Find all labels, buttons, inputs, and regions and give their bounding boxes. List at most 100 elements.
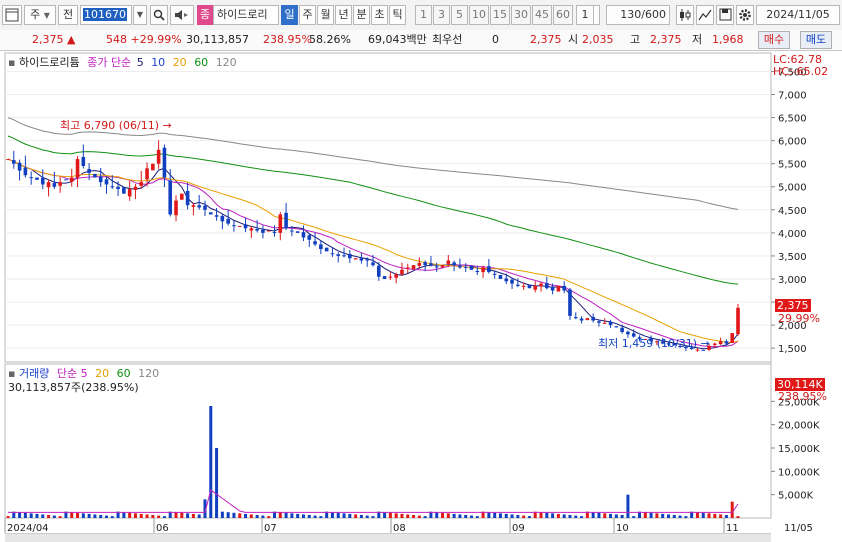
interval-tab-3[interactable]: 년 xyxy=(335,5,352,25)
price-tick-label: 6,000 xyxy=(778,137,807,148)
vma120-label: 120 xyxy=(138,367,160,380)
ma10-label: 10 xyxy=(151,56,166,69)
interval-tab-2[interactable]: 월 xyxy=(317,5,334,25)
interval-tab-0[interactable]: 일 xyxy=(281,5,298,25)
candle-body xyxy=(376,265,381,277)
draw-tool-icon[interactable] xyxy=(696,5,714,25)
vma60-label: 60 xyxy=(116,367,131,380)
volume-bar xyxy=(267,516,271,518)
horizontal-scrollbar[interactable] xyxy=(5,533,771,542)
volume-bar xyxy=(724,515,728,518)
candle-body xyxy=(440,265,445,268)
price-tick-label: 4,500 xyxy=(778,206,807,217)
price-tick-label: 3,000 xyxy=(778,275,807,286)
buy-button[interactable]: 매수 xyxy=(758,31,790,49)
candle-body xyxy=(208,212,213,215)
volume-bar xyxy=(412,515,416,518)
candle-body xyxy=(550,286,555,291)
volume-bar xyxy=(162,516,166,518)
volume-tag: 30,114K xyxy=(775,378,825,391)
volume-bar xyxy=(678,515,682,518)
interval-tab-5[interactable]: 초 xyxy=(371,5,388,25)
step-button-30[interactable]: 30 xyxy=(511,5,531,25)
candle-body xyxy=(562,285,566,291)
interval-tab-4[interactable]: 분 xyxy=(353,5,370,25)
high-annotation-text: 최고 6,790 (06/11) xyxy=(60,119,160,132)
volume-bar xyxy=(655,513,659,518)
volume-bar xyxy=(238,513,242,518)
volume-bar xyxy=(684,516,688,518)
volume-bar xyxy=(220,511,224,518)
step-value-field[interactable]: 1 xyxy=(576,5,594,25)
save-icon[interactable] xyxy=(716,5,734,25)
volume-bar xyxy=(458,514,462,518)
gear-icon[interactable] xyxy=(736,5,754,25)
count-field[interactable]: 130/600 xyxy=(606,5,670,25)
candle-body xyxy=(371,262,375,266)
volume-bar xyxy=(232,512,236,518)
candle-body xyxy=(191,205,196,207)
volume-bar xyxy=(52,515,56,518)
interval-tab-1[interactable]: 주 xyxy=(299,5,316,25)
low-annotation-text: 최저 1,459 (10/31) xyxy=(598,337,698,350)
hc-label: HC:-65.02 xyxy=(773,65,829,78)
candle-body xyxy=(35,177,39,180)
interval-tab-6[interactable]: 틱 xyxy=(389,5,406,25)
volume-bar xyxy=(110,516,114,518)
market-select[interactable]: 주 ▼ xyxy=(24,5,56,25)
window-icon[interactable] xyxy=(2,5,22,25)
volume-bar xyxy=(469,515,473,518)
candle-body xyxy=(463,266,468,268)
volume-bar xyxy=(180,512,184,518)
candle-body xyxy=(272,232,277,234)
step-button-45[interactable]: 45 xyxy=(532,5,552,25)
candle-body xyxy=(237,225,242,227)
date-field[interactable]: 2024/11/05 xyxy=(756,5,840,25)
step-button-5[interactable]: 5 xyxy=(451,5,468,25)
vma20-label: 20 xyxy=(95,367,110,380)
step-button-1[interactable]: 1 xyxy=(415,5,432,25)
speaker-icon[interactable] xyxy=(170,5,194,25)
step-button-10[interactable]: 10 xyxy=(469,5,489,25)
candle-body xyxy=(139,182,144,186)
volume-bar xyxy=(99,515,103,518)
step-button-3[interactable]: 3 xyxy=(433,5,450,25)
prefix-button[interactable]: 전 xyxy=(58,5,78,25)
volume-bar xyxy=(666,514,670,518)
candle-body xyxy=(521,285,526,287)
volume-bar xyxy=(446,513,450,518)
volume-legend-name: 거래량 xyxy=(18,367,50,380)
step-button-60[interactable]: 60 xyxy=(553,5,573,25)
code-value: 101670 xyxy=(83,8,127,21)
candle-body xyxy=(162,147,167,178)
ma-line-60 xyxy=(7,135,739,285)
volume-bar xyxy=(423,516,427,518)
ma60-label: 60 xyxy=(194,56,209,69)
sell-button[interactable]: 매도 xyxy=(800,31,832,49)
volume-tick-label: 15,000K xyxy=(778,444,820,455)
step-button-15[interactable]: 15 xyxy=(490,5,510,25)
volume-bar xyxy=(70,512,74,518)
ma5-label: 5 xyxy=(136,56,144,69)
code-input[interactable]: 101670 xyxy=(80,5,132,25)
pref-value: 0 xyxy=(492,33,499,46)
candle-body xyxy=(533,285,538,290)
candle-body xyxy=(319,244,323,250)
candle-body xyxy=(197,205,201,208)
volume-bar xyxy=(81,513,85,518)
search-icon[interactable] xyxy=(150,5,168,25)
candle-body xyxy=(394,274,398,278)
candle-body xyxy=(620,327,624,333)
candle-icon[interactable] xyxy=(676,5,694,25)
volume-bar xyxy=(701,512,705,518)
volume-bar xyxy=(290,513,294,518)
code-dropdown-icon[interactable]: ▼ xyxy=(133,5,147,25)
volume-bar xyxy=(273,511,277,518)
volume-ratio: 238.95% xyxy=(263,33,312,46)
volume-bar xyxy=(203,499,207,518)
ma-line-20 xyxy=(7,158,739,343)
candle-body xyxy=(400,269,404,275)
volume-pct-tag: 238.95% xyxy=(778,390,827,403)
volume-tick-label: 5,000K xyxy=(778,491,814,502)
